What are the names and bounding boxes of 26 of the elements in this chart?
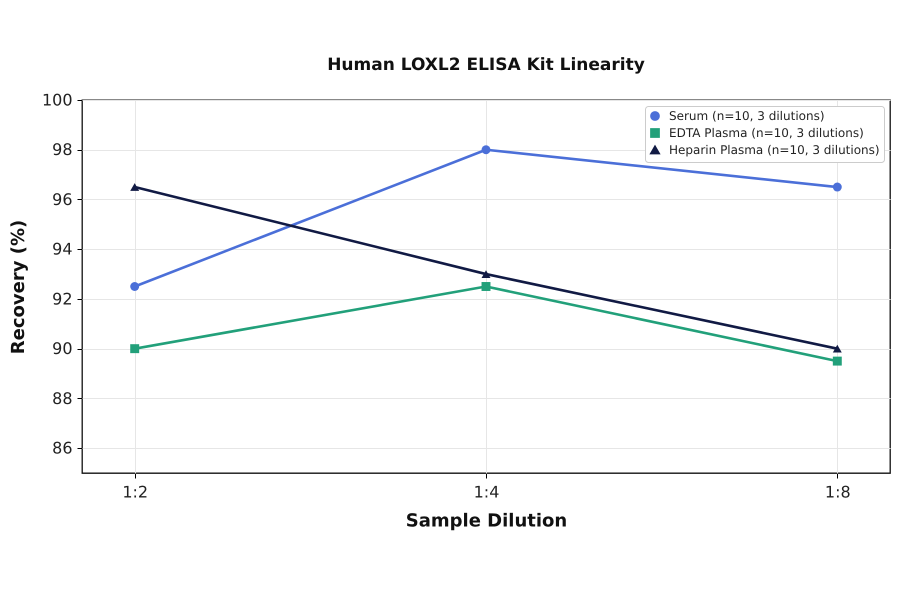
- point: [130, 344, 140, 354]
- y-tick-label: 96: [52, 190, 72, 209]
- chart-title: Human LOXL2 ELISA Kit Linearity: [327, 55, 645, 75]
- point: [482, 282, 490, 291]
- y-tick-label: 86: [52, 438, 72, 458]
- point: [832, 182, 842, 192]
- y-tick-label: 100: [42, 90, 72, 110]
- point: [832, 356, 842, 366]
- x-tick-label: 1:4: [474, 482, 500, 502]
- point: [130, 282, 140, 291]
- x-axis-title: Sample Dilution: [406, 510, 568, 532]
- y-tick-label: 98: [52, 140, 72, 160]
- y-tick-label: 90: [52, 339, 72, 358]
- point: [482, 145, 490, 154]
- legend-label: EDTA Plasma (n=10, 3 dilutions): [669, 126, 864, 140]
- legend-label: Heparin Plasma (n=10, 3 dilutions): [669, 143, 880, 157]
- x-tick-label: 1:8: [824, 482, 851, 502]
- point: [130, 183, 140, 191]
- y-tick-label: 94: [52, 240, 72, 259]
- point: [832, 344, 842, 353]
- legend-label: Serum (n=10, 3 dilutions): [669, 109, 825, 123]
- y-axis-title: Recovery (%): [8, 220, 29, 354]
- x-tick-label: 1:2: [122, 482, 148, 502]
- point: [482, 270, 490, 278]
- y-tick-label: 88: [52, 388, 72, 408]
- y-tick-label: 92: [52, 289, 72, 308]
